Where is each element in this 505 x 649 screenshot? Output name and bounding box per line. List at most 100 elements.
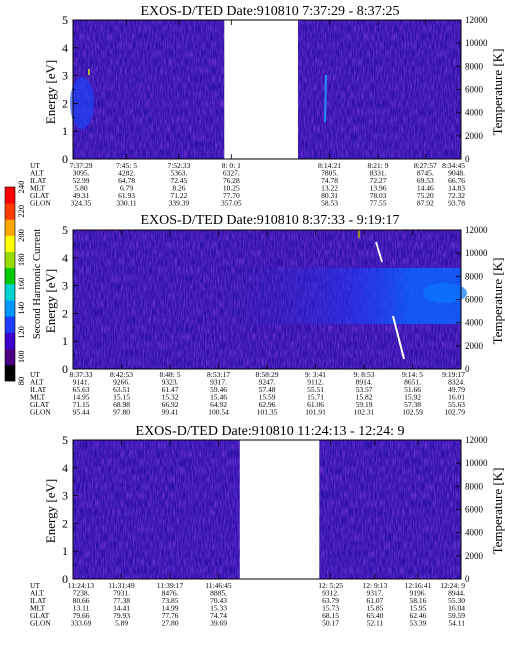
ephemeris-cell: 9196. — [409, 589, 426, 598]
ephemeris-cell: 15.33 — [210, 604, 227, 613]
panel-1-low-energy-enhancement — [70, 77, 94, 129]
ephemeris-cell: 100.54 — [208, 408, 229, 417]
panel-1-ylabel: Energy [eV] — [43, 60, 58, 124]
y-tick-label: 0 — [62, 152, 68, 166]
ephemeris-cell: 8:37:33 — [70, 370, 93, 379]
y-tick-label: 0 — [62, 362, 68, 376]
ephemeris-cell: 14.41 — [113, 604, 130, 613]
y2-tick-label: 10000 — [465, 458, 488, 468]
ephemeris-cell: 357.05 — [221, 199, 242, 208]
ephemeris-row-label: ILAT — [30, 596, 47, 605]
ephemeris-cell: 53.39 — [409, 619, 426, 628]
ephemeris-cell: 99.41 — [162, 408, 179, 417]
ephemeris-cell: 55.51 — [307, 385, 324, 394]
colorbar-swatch — [5, 364, 15, 382]
ephemeris-cell: 102.59 — [402, 408, 423, 417]
ephemeris-row-label: ALT — [30, 589, 44, 598]
y2-tick-label: 0 — [465, 574, 470, 584]
ephemeris-cell: 13.22 — [321, 184, 338, 193]
ephemeris-row-label: MLT — [30, 393, 46, 402]
ephemeris-cell: 7:45: 5 — [116, 161, 137, 170]
ephemeris-cell: 14.99 — [162, 604, 179, 613]
panel-2-trace-lower — [392, 315, 405, 360]
ephemeris-cell: 13.96 — [370, 184, 387, 193]
ephemeris-cell: 52.99 — [73, 176, 90, 185]
panel-2-trace-upper — [375, 241, 383, 263]
ephemeris-cell: 51.66 — [404, 385, 421, 394]
panel-1-y-ticks: 0 1 2 3 4 5 — [62, 13, 78, 166]
ephemeris-cell: 8: 0: 1 — [222, 161, 241, 170]
ephemeris-cell: 14.95 — [73, 393, 90, 402]
ephemeris-cell: 7:37:29 — [70, 161, 93, 170]
ephemeris-cell: 12:24: 9 — [440, 581, 465, 590]
ephemeris-cell: 65.63 — [73, 385, 90, 394]
ephemeris-cell: 8914. — [356, 378, 373, 387]
ephemeris-cell: 8:58:29 — [256, 370, 279, 379]
ephemeris-row-label: GLON — [30, 619, 51, 628]
colorbar-label: Second Harmonic Current — [32, 229, 43, 339]
colorbar-tick-label: 200 — [16, 229, 26, 242]
colorbar-tick-label: 220 — [16, 205, 26, 218]
ephemeris-cell: 6.79 — [120, 184, 133, 193]
y2-tick-label: 4000 — [465, 318, 484, 328]
ephemeris-cell: 27.80 — [162, 619, 179, 628]
panel-2-y2label: Temperature [K] — [490, 258, 505, 345]
ephemeris-cell: 3095. — [73, 169, 90, 178]
ephemeris-row-label: ALT — [30, 169, 44, 178]
y2-tick-label: 2000 — [465, 551, 484, 561]
ephemeris-cell: 7805. — [321, 169, 338, 178]
ephemeris-cell: 58.53 — [321, 199, 338, 208]
ephemeris-cell: 13.11 — [73, 604, 90, 613]
ephemeris-cell: 71.22 — [170, 191, 187, 200]
panel-2: EXOS-D/TED Date:910810 8:37:33 - 9:19:17… — [30, 213, 505, 417]
panel-3-y2-ticks: 0 2000 4000 6000 8000 10000 12000 — [456, 435, 488, 584]
y-tick-label: 5 — [62, 13, 68, 27]
colorbar-swatch — [5, 187, 15, 204]
ephemeris-cell: 8745. — [417, 169, 434, 178]
panel-2-energy-band — [220, 268, 461, 324]
ephemeris-cell: 102.79 — [444, 408, 465, 417]
ephemeris-cell: 55.63 — [448, 400, 465, 409]
y-tick-label: 3 — [62, 69, 68, 83]
ephemeris-cell: 12:16:41 — [405, 581, 432, 590]
ephemeris-cell: 49.31 — [73, 191, 90, 200]
ephemeris-cell: 11:24:13 — [68, 581, 95, 590]
panel-1: EXOS-D/TED Date:910810 7:37:29 - 8:37:25… — [30, 4, 505, 208]
ephemeris-cell: 15.71 — [307, 393, 324, 402]
ephemeris-cell: 61.93 — [118, 191, 135, 200]
ephemeris-cell: 80.66 — [73, 596, 90, 605]
data-gap — [224, 20, 298, 159]
colorbar-swatch — [5, 251, 15, 269]
ephemeris-cell: 54.11 — [448, 619, 465, 628]
ephemeris-cell: 87.92 — [417, 199, 434, 208]
colorbar-tick-label: 140 — [16, 302, 26, 315]
ephemeris-cell: 59.46 — [210, 385, 227, 394]
ephemeris-cell: 74.78 — [321, 176, 338, 185]
ephemeris-cell: 62.46 — [409, 611, 426, 620]
ephemeris-cell: 59.19 — [356, 400, 373, 409]
ephemeris-cell: 9323. — [162, 378, 179, 387]
panel-1-y2-ticks: 0 2000 4000 6000 8000 10000 12000 — [456, 15, 488, 164]
ephemeris-cell: 69.53 — [417, 176, 434, 185]
ephemeris-cell: 9317. — [210, 378, 227, 387]
y-tick-label: 4 — [62, 251, 68, 265]
ephemeris-cell: 61.06 — [307, 400, 324, 409]
ephemeris-cell: 58.16 — [409, 596, 426, 605]
panel-1-x-ticks — [72, 20, 462, 159]
ephemeris-cell: 10.25 — [223, 184, 240, 193]
ephemeris-row-label: GLAT — [30, 191, 50, 200]
ephemeris-cell: 101.35 — [257, 408, 278, 417]
panel-3-x-ticks — [72, 440, 462, 579]
ephemeris-cell: 15.46 — [210, 393, 227, 402]
ephemeris-cell: 5.80 — [74, 184, 87, 193]
y-tick-label: 5 — [62, 223, 68, 237]
ephemeris-cell: 77.38 — [113, 596, 130, 605]
colorbar-swatch — [5, 284, 15, 301]
ephemeris-cell: 61.47 — [162, 385, 179, 394]
colorbar-tick-label: 100 — [16, 350, 26, 363]
y2-tick-label: 12000 — [465, 435, 488, 445]
ephemeris-cell: 9112. — [307, 378, 324, 387]
ephemeris-cell: 8:14:21 — [318, 161, 341, 170]
ephemeris-cell: 63.79 — [322, 596, 339, 605]
